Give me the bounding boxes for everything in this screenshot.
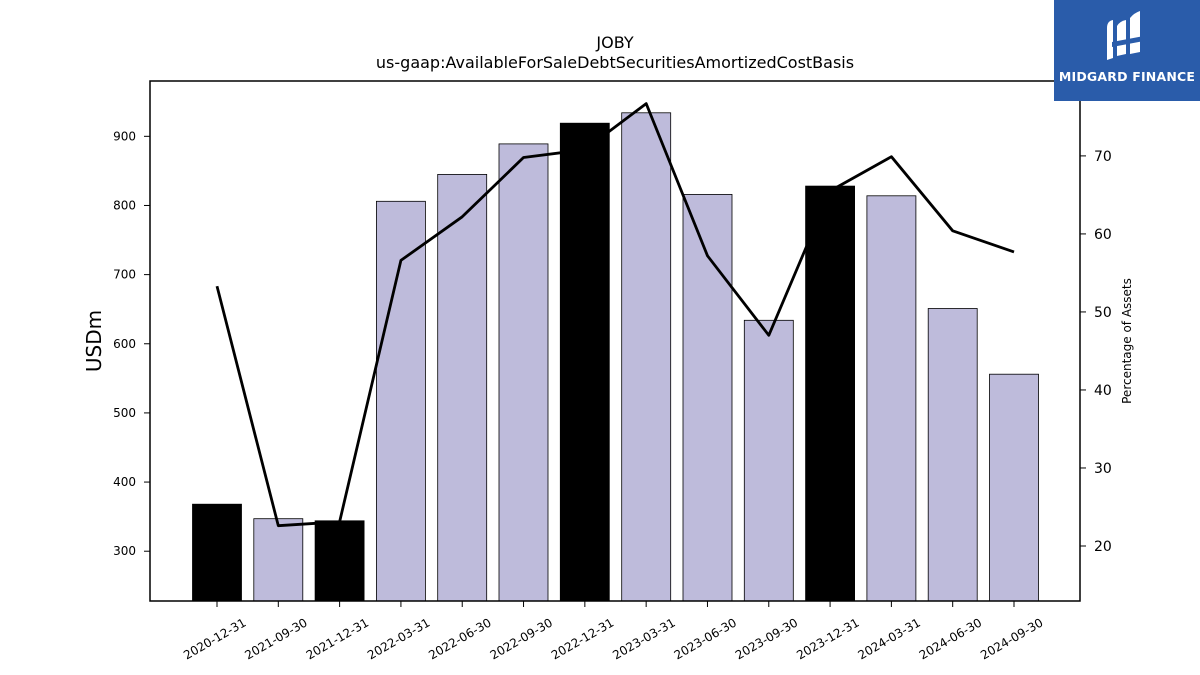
x-tick-label: 2022-12-31 bbox=[549, 615, 616, 662]
y-axis-label: USDm bbox=[82, 310, 106, 372]
y-axis-right: 20 30 40 50 60 70 bbox=[1080, 149, 1112, 555]
x-tick-label: 2023-06-30 bbox=[672, 615, 739, 662]
x-tick-label: 2022-06-30 bbox=[426, 615, 493, 662]
bars bbox=[192, 112, 1039, 602]
y2-tick-label: 60 bbox=[1094, 227, 1112, 243]
brand-logo: MIDGARD FINANCE bbox=[1054, 0, 1200, 101]
x-tick-label: 2024-09-30 bbox=[978, 615, 1045, 662]
percentage-line bbox=[215, 102, 1015, 528]
bar-2020-12-31 bbox=[192, 503, 242, 602]
x-tick-label: 2021-09-30 bbox=[242, 615, 309, 662]
bar-2022-06-30 bbox=[437, 173, 488, 602]
y-tick-label: 800 bbox=[113, 198, 136, 212]
y2-tick-label: 40 bbox=[1094, 383, 1112, 399]
bar-2024-09-30 bbox=[989, 373, 1039, 602]
x-tick-label: 2022-09-30 bbox=[488, 615, 555, 662]
y-tick-label: 600 bbox=[113, 337, 136, 351]
x-tick-label: 2021-12-31 bbox=[304, 615, 371, 662]
y2-tick-label: 20 bbox=[1094, 539, 1112, 555]
y-tick-label: 700 bbox=[113, 268, 136, 282]
plot-frame bbox=[149, 80, 1081, 602]
y2-axis-label: Percentage of Assets bbox=[1120, 278, 1134, 404]
x-tick-label: 2024-06-30 bbox=[917, 615, 984, 662]
bar-2022-03-31 bbox=[375, 200, 426, 602]
brand-name: MIDGARD FINANCE bbox=[1058, 69, 1196, 84]
y2-tick-label: 70 bbox=[1094, 149, 1112, 165]
y-tick-label: 300 bbox=[113, 544, 136, 558]
bar-2021-09-30 bbox=[253, 518, 304, 602]
bar-2022-09-30 bbox=[498, 143, 549, 602]
y-tick-label: 400 bbox=[113, 475, 136, 489]
x-tick-label: 2023-09-30 bbox=[733, 615, 800, 662]
bar-2023-06-30 bbox=[682, 193, 733, 602]
bar-2022-12-31 bbox=[559, 122, 610, 602]
y-tick-label: 900 bbox=[113, 129, 136, 143]
bar-2023-09-30 bbox=[743, 319, 794, 602]
percentage-line-series bbox=[215, 102, 1015, 528]
bar-2024-03-31 bbox=[866, 195, 917, 602]
x-tick-label: 2023-12-31 bbox=[794, 615, 861, 662]
y2-tick-label: 50 bbox=[1094, 305, 1112, 321]
midgard-m-logo-icon bbox=[1107, 11, 1144, 60]
x-tick-label: 2024-03-31 bbox=[855, 615, 922, 662]
x-axis: 2020-12-312021-09-302021-12-312022-03-31… bbox=[181, 601, 1046, 662]
bar-2021-12-31 bbox=[314, 520, 365, 602]
chart-subtitle: us-gaap:AvailableForSaleDebtSecuritiesAm… bbox=[376, 53, 854, 72]
y2-tick-label: 30 bbox=[1094, 461, 1112, 477]
y-axis-left: 300 400 500 600 700 800 900 bbox=[113, 129, 150, 558]
bar-2023-03-31 bbox=[621, 112, 672, 602]
bar-2023-12-31 bbox=[805, 185, 855, 602]
x-tick-label: 2022-03-31 bbox=[365, 615, 432, 662]
x-tick-label: 2020-12-31 bbox=[181, 615, 248, 662]
y-tick-label: 500 bbox=[113, 406, 136, 420]
x-tick-label: 2023-03-31 bbox=[610, 615, 677, 662]
bar-2024-06-30 bbox=[927, 308, 978, 602]
chart-title: JOBY bbox=[595, 33, 633, 52]
